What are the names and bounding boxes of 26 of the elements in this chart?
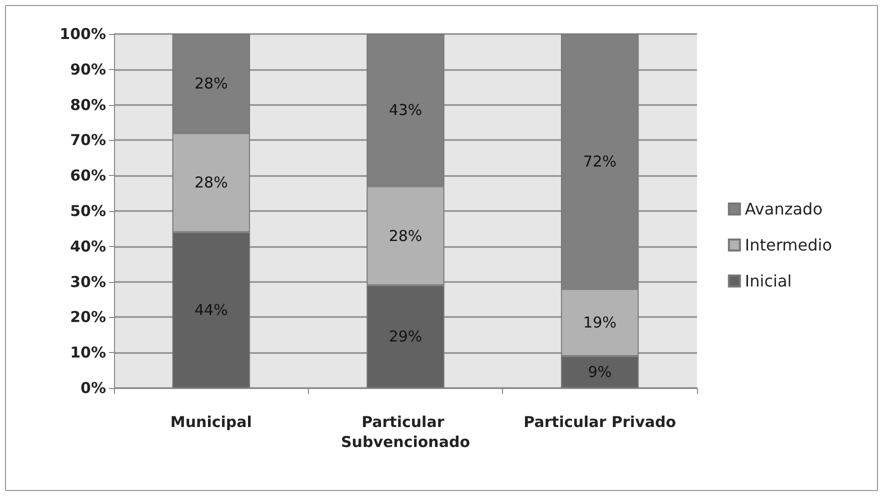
y-tick-label: 0% bbox=[80, 379, 106, 397]
x-tick-label: Particular Subvencionado bbox=[340, 413, 470, 451]
data-label: 9% bbox=[588, 363, 612, 382]
data-label: 29% bbox=[388, 328, 422, 346]
y-tick-label: 10% bbox=[70, 344, 106, 362]
data-label: 72% bbox=[583, 152, 617, 170]
y-tick-label: 70% bbox=[70, 131, 106, 150]
y-tick-label: 50% bbox=[70, 202, 106, 220]
data-label: 19% bbox=[583, 314, 617, 332]
x-tick-label: Municipal bbox=[170, 413, 252, 431]
data-label: 43% bbox=[388, 101, 422, 120]
y-tick-label: 40% bbox=[70, 237, 106, 256]
y-tick-label: 100% bbox=[60, 25, 106, 43]
y-tick-label: 30% bbox=[70, 272, 106, 291]
data-label: 28% bbox=[194, 74, 228, 93]
legend-label: Inicial bbox=[744, 272, 792, 290]
y-tick-label: 20% bbox=[70, 308, 106, 326]
y-tick-label: 90% bbox=[70, 60, 106, 78]
legend-label: Intermedio bbox=[744, 236, 832, 254]
legend-label: Avanzado bbox=[744, 200, 822, 218]
x-tick-label: Particular Privado bbox=[524, 413, 676, 431]
y-tick-label: 80% bbox=[70, 96, 106, 114]
data-label: 28% bbox=[388, 226, 422, 245]
data-label: 44% bbox=[194, 301, 228, 320]
data-label: 28% bbox=[194, 174, 228, 192]
y-tick-label: 60% bbox=[70, 166, 106, 185]
